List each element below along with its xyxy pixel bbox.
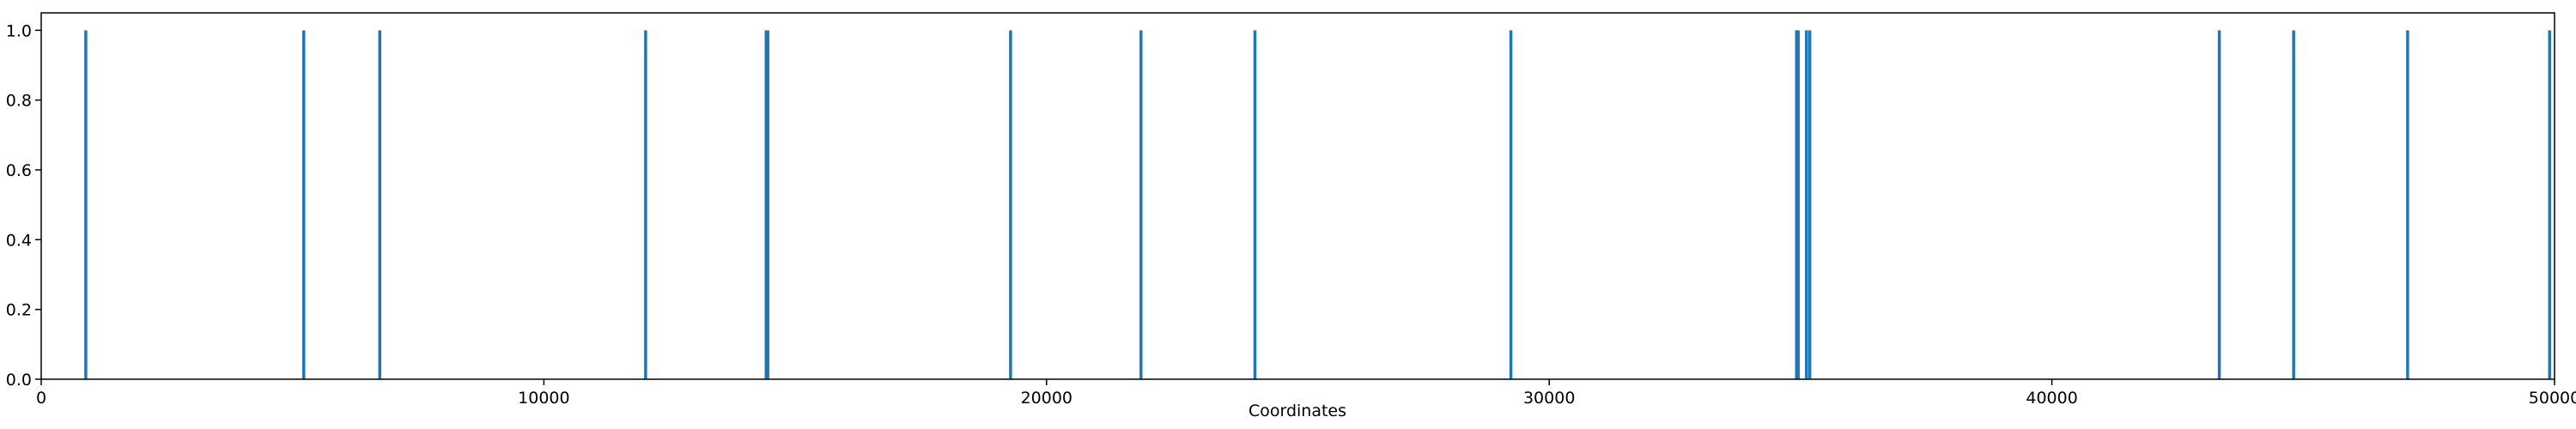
- x-tick-label: 10000: [518, 389, 569, 408]
- y-tick-label: 0.8: [6, 92, 32, 111]
- y-tick-label: 0.0: [6, 371, 32, 390]
- x-axis-label: Coordinates: [1249, 402, 1346, 420]
- y-tick-label: 0.2: [6, 301, 32, 320]
- plot-frame: [40, 12, 2555, 380]
- x-tick-label: 40000: [2026, 389, 2077, 408]
- x-tick-label: 30000: [1523, 389, 1575, 408]
- x-tick-label: 0: [36, 389, 46, 408]
- x-tick-label: 20000: [1021, 389, 1072, 408]
- x-tick-label: 50000: [2529, 389, 2576, 408]
- y-tick-label: 0.4: [6, 231, 32, 250]
- y-tick-label: 1.0: [6, 21, 32, 40]
- y-tick-label: 0.6: [6, 161, 32, 180]
